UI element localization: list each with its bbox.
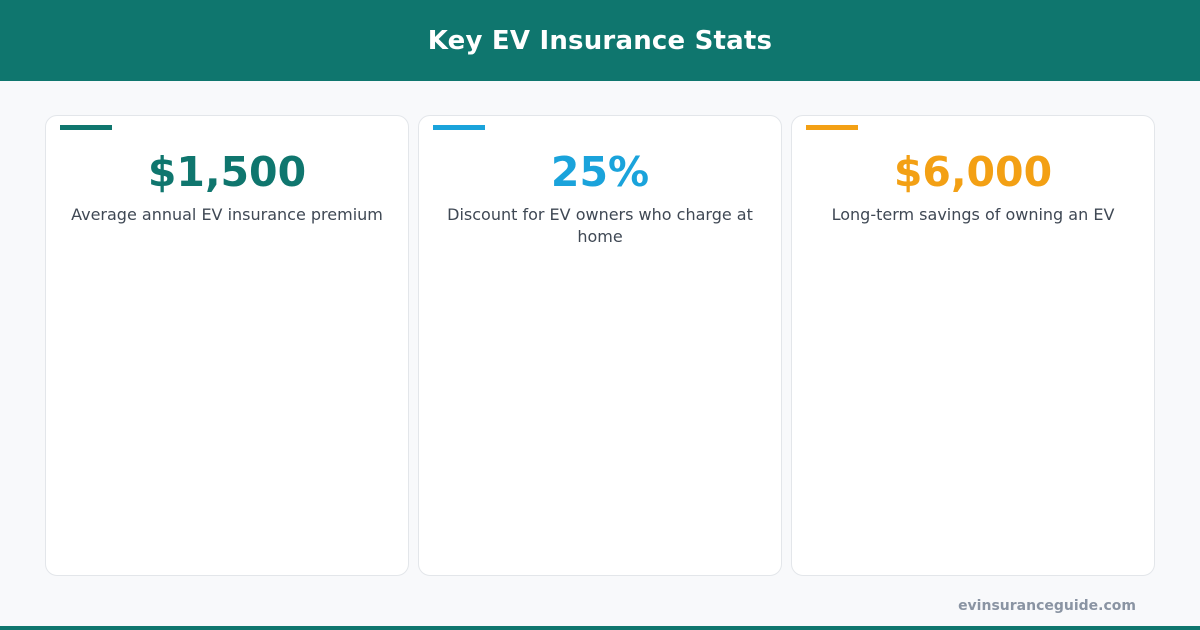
- page-title: Key EV Insurance Stats: [427, 25, 773, 56]
- accent-bar: [433, 125, 485, 130]
- stat-label: Average annual EV insurance premium: [71, 205, 383, 224]
- stat-card-savings: $6,000 Long-term savings of owning an EV: [791, 115, 1155, 576]
- site-url: evinsuranceguide.com: [958, 598, 1136, 614]
- stat-card-premium: $1,500 Average annual EV insurance premi…: [45, 115, 409, 576]
- stat-label: Discount for EV owners who charge at hom…: [447, 205, 753, 246]
- accent-bar: [806, 125, 858, 130]
- stat-cards: $1,500 Average annual EV insurance premi…: [45, 115, 1155, 576]
- stat-card-discount: 25% Discount for EV owners who charge at…: [418, 115, 782, 576]
- header-banner: Key EV Insurance Stats: [0, 0, 1200, 81]
- stat-label: Long-term savings of owning an EV: [831, 205, 1115, 224]
- stat-value: 25%: [550, 148, 650, 196]
- stat-value: $1,500: [147, 148, 307, 196]
- stat-value: $6,000: [893, 148, 1053, 196]
- bottom-accent-bar: [0, 626, 1200, 630]
- accent-bar: [60, 125, 112, 130]
